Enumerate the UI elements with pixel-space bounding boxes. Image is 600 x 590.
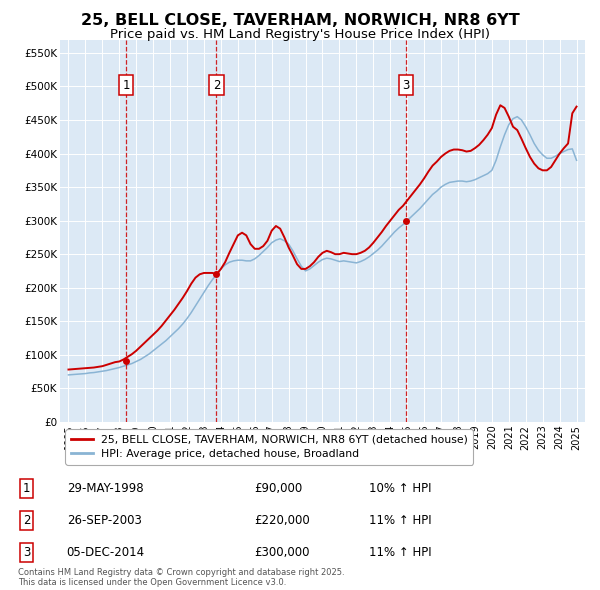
Text: £220,000: £220,000 xyxy=(254,514,310,527)
Text: 11% ↑ HPI: 11% ↑ HPI xyxy=(369,546,432,559)
Text: 3: 3 xyxy=(23,546,30,559)
Text: 1: 1 xyxy=(23,482,30,495)
Text: 29-MAY-1998: 29-MAY-1998 xyxy=(67,482,143,495)
Text: 1: 1 xyxy=(122,78,130,91)
Text: 2: 2 xyxy=(23,514,30,527)
Text: Price paid vs. HM Land Registry's House Price Index (HPI): Price paid vs. HM Land Registry's House … xyxy=(110,28,490,41)
Text: 3: 3 xyxy=(402,78,410,91)
Text: 05-DEC-2014: 05-DEC-2014 xyxy=(67,546,145,559)
Legend: 25, BELL CLOSE, TAVERHAM, NORWICH, NR8 6YT (detached house), HPI: Average price,: 25, BELL CLOSE, TAVERHAM, NORWICH, NR8 6… xyxy=(65,430,473,464)
Text: 25, BELL CLOSE, TAVERHAM, NORWICH, NR8 6YT: 25, BELL CLOSE, TAVERHAM, NORWICH, NR8 6… xyxy=(80,13,520,28)
Text: £300,000: £300,000 xyxy=(254,546,310,559)
Text: 10% ↑ HPI: 10% ↑ HPI xyxy=(369,482,431,495)
Text: 26-SEP-2003: 26-SEP-2003 xyxy=(67,514,142,527)
Text: 11% ↑ HPI: 11% ↑ HPI xyxy=(369,514,432,527)
Text: 2: 2 xyxy=(213,78,220,91)
Text: Contains HM Land Registry data © Crown copyright and database right 2025.
This d: Contains HM Land Registry data © Crown c… xyxy=(18,568,344,587)
Text: £90,000: £90,000 xyxy=(254,482,302,495)
